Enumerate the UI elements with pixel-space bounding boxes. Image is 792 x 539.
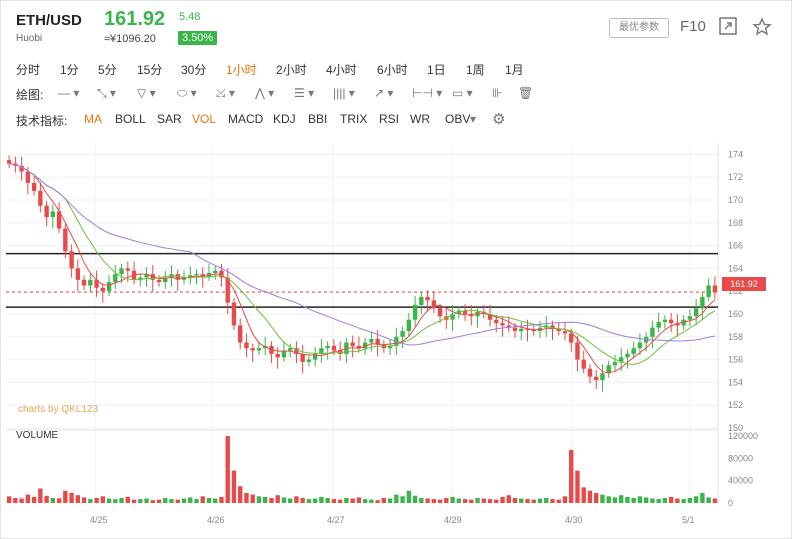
gann-tool-icon[interactable]: |||| ▾: [333, 86, 355, 100]
interval-10[interactable]: 1周: [466, 63, 485, 77]
interval-0[interactable]: 分时: [16, 63, 41, 77]
indicator-wr[interactable]: WR: [410, 112, 430, 126]
wave-tool-icon[interactable]: ⤩ ▾: [216, 86, 235, 100]
note-tool-icon[interactable]: ▭ ▾: [452, 86, 473, 100]
indicator-macd[interactable]: MACD: [228, 112, 264, 126]
arrow-tool-icon[interactable]: ↗ ▾: [374, 86, 394, 100]
interval-bar: 分时 1分 5分 15分 30分 1小时 2小时 4小时 6小时 1日 1周 1…: [0, 61, 792, 79]
indicator-sar[interactable]: SAR: [157, 112, 182, 126]
watermark: charts by QKL123: [18, 404, 99, 415]
interval-2[interactable]: 5分: [98, 63, 117, 77]
fullscreen-icon[interactable]: [719, 17, 737, 40]
shape-tool-icon[interactable]: ⬭ ▾: [177, 86, 197, 100]
interval-7[interactable]: 4小时: [326, 63, 357, 77]
channel-tool-icon[interactable]: ▽ ▾: [137, 86, 156, 100]
star-icon[interactable]: [752, 17, 772, 42]
indicator-rsi[interactable]: RSI: [379, 112, 400, 126]
indicator-tool-icon[interactable]: ⊪: [492, 86, 503, 100]
price-change: 5.48: [179, 11, 201, 23]
indicator-obv[interactable]: OBV: [445, 112, 471, 126]
fib-tool-icon[interactable]: ☰ ▾: [294, 86, 315, 100]
price-change-pct: 3.50%: [178, 31, 218, 45]
measure-tool-icon[interactable]: ⊢⊣ ▾: [412, 86, 443, 100]
trash-icon[interactable]: 🗑: [518, 86, 534, 100]
interval-9[interactable]: 1日: [427, 63, 446, 77]
indicator-vol[interactable]: VOL: [192, 112, 217, 126]
indicator-trix[interactable]: TRIX: [340, 112, 368, 126]
indicator-kdj[interactable]: KDJ: [273, 112, 296, 126]
indicator-boll[interactable]: BOLL: [115, 112, 146, 126]
pattern-tool-icon[interactable]: ⋀ ▾: [255, 86, 275, 100]
indicator-bar: 技术指标: MA BOLL SAR VOL MACD KDJ BBI TRIX …: [0, 111, 792, 130]
segment-tool-icon[interactable]: ⤡ ▾: [97, 86, 116, 100]
current-price-tag: 161.92: [722, 277, 766, 291]
last-price: 161.92: [104, 8, 166, 30]
obv-dropdown-icon[interactable]: ▾: [470, 112, 477, 126]
interval-5[interactable]: 1小时: [226, 63, 257, 77]
indicator-ma[interactable]: MA: [84, 112, 102, 126]
interval-6[interactable]: 2小时: [276, 63, 307, 77]
interval-1[interactable]: 1分: [60, 63, 79, 77]
header: ETH/USD Huobi 161.92 ≈¥1096.20 5.48 3.50…: [0, 0, 792, 52]
optimal-params-button[interactable]: 最优参数: [609, 18, 669, 38]
settings-gear-icon[interactable]: ⚙: [492, 111, 506, 128]
volume-label: VOLUME: [16, 430, 59, 441]
f10-button[interactable]: F10: [680, 18, 706, 35]
interval-11[interactable]: 1月: [505, 63, 524, 77]
cny-price: ≈¥1096.20: [104, 33, 156, 45]
drawing-toolbar: 绘图: — ▾ ⤡ ▾ ▽ ▾ ⬭ ▾ ⤩ ▾ ⋀ ▾ ☰ ▾ |||| ▾ ↗…: [0, 86, 792, 104]
symbol: ETH/USD: [16, 12, 82, 29]
draw-label: 绘图:: [16, 88, 44, 102]
indicator-bbi[interactable]: BBI: [308, 112, 328, 126]
exchange: Huobi: [16, 33, 43, 44]
interval-8[interactable]: 6小时: [377, 63, 408, 77]
interval-4[interactable]: 30分: [181, 63, 207, 77]
line-tool-icon[interactable]: — ▾: [58, 86, 80, 100]
indicators-label: 技术指标:: [16, 114, 68, 128]
interval-3[interactable]: 15分: [137, 63, 163, 77]
